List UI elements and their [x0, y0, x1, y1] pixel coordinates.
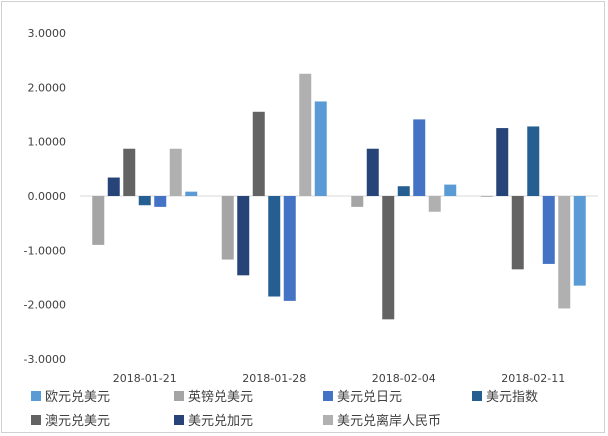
legend-swatch [174, 391, 184, 401]
legend-swatch [31, 415, 41, 425]
bar-3-0 [480, 196, 493, 197]
bar-1-1 [237, 196, 250, 276]
y-tick-label: 1.0000 [28, 136, 67, 149]
bar-1-3 [268, 196, 281, 297]
x-category-label: 2018-02-04 [372, 372, 436, 385]
bar-1-6 [314, 101, 327, 196]
bar-2-2 [382, 196, 395, 320]
y-tick-label: 2.0000 [28, 81, 67, 94]
legend-swatch [174, 415, 184, 425]
bar-2-4 [413, 119, 426, 196]
bar-1-4 [283, 196, 296, 301]
bar-1-0 [221, 196, 234, 260]
legend-label: 美元指数 [486, 390, 538, 405]
bar-1-2 [252, 111, 265, 196]
bar-0-2 [123, 148, 136, 196]
y-tick-label: -1.0000 [24, 244, 66, 257]
bar-2-3 [397, 186, 410, 196]
bar-1-5 [299, 73, 312, 196]
bar-3-5 [558, 196, 571, 309]
y-tick-label: 0.0000 [28, 190, 67, 203]
legend-label: 美元兑日元 [337, 390, 402, 405]
bar-3-4 [542, 196, 555, 264]
legend-swatch [323, 415, 333, 425]
legend-label: 澳元兑美元 [45, 413, 110, 429]
bar-0-0 [92, 196, 105, 245]
legend-swatch [472, 391, 482, 401]
bar-0-3 [138, 196, 151, 206]
y-tick-label: -2.0000 [24, 299, 66, 312]
bar-0-6 [185, 191, 198, 196]
bar-0-5 [169, 148, 182, 196]
bar-3-1 [496, 128, 509, 196]
legend-label: 美元兑加元 [188, 414, 253, 429]
bar-2-1 [366, 148, 379, 196]
bar-0-4 [154, 196, 167, 207]
legend-label: 英镑兑美元 [188, 389, 253, 405]
bar-3-3 [527, 126, 540, 196]
bar-3-2 [511, 196, 524, 270]
legend-swatch [31, 391, 41, 401]
legend-label: 欧元兑美元 [45, 390, 110, 405]
x-category-label: 2018-01-28 [242, 372, 306, 385]
legend-swatch [323, 391, 333, 401]
bar-2-0 [351, 196, 364, 207]
legend-label: 美元兑离岸人民币 [337, 413, 441, 429]
bar-3-6 [573, 196, 586, 286]
x-category-label: 2018-02-11 [501, 372, 565, 385]
y-tick-label: 3.0000 [28, 27, 67, 40]
y-tick-label: -3.0000 [24, 353, 66, 366]
bar-2-6 [444, 184, 457, 196]
bar-0-1 [107, 177, 120, 196]
x-category-label: 2018-01-21 [113, 372, 177, 385]
bar-2-5 [428, 196, 441, 212]
